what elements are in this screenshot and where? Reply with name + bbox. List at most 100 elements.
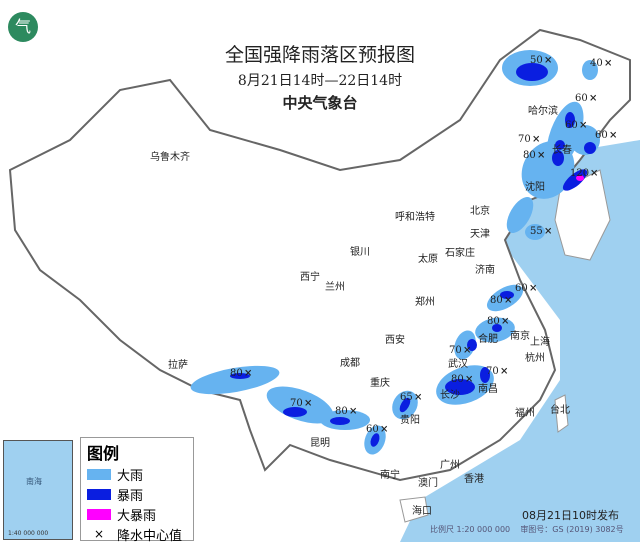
city-label: 南京 <box>510 331 530 342</box>
swatch <box>87 468 111 480</box>
city-label: 西宁 <box>300 272 320 283</box>
inset-scale: 1:40 000 000 <box>8 530 49 537</box>
x-mark-icon: × <box>349 406 358 417</box>
rain-area <box>230 373 250 379</box>
x-mark-icon: × <box>504 295 513 306</box>
x-mark-icon: × <box>529 283 538 294</box>
city-label: 太原 <box>418 254 438 265</box>
city-label: 上海 <box>530 337 550 348</box>
x-mark-icon: × <box>537 150 546 161</box>
x-mark-icon: × <box>590 168 599 179</box>
rain-area <box>266 386 334 424</box>
hainan <box>399 496 429 523</box>
city-label: 哈尔滨 <box>528 106 558 117</box>
rain-center-value: 55 <box>530 226 543 237</box>
rain-center-value: 80 <box>230 368 243 379</box>
x-mark-icon: × <box>609 130 618 141</box>
rain-area <box>582 60 598 80</box>
swatch <box>87 508 111 520</box>
rain-area <box>506 196 534 234</box>
legend-item-rainstorm: 暴雨 <box>87 484 193 504</box>
publish-time: 08月21日10时发布 <box>522 509 619 522</box>
city-label: 长春 <box>552 145 572 156</box>
city-label: 银川 <box>350 247 370 258</box>
legend-item-center: × 降水中心值 <box>87 524 193 544</box>
map-title: 全国强降雨落区预报图 <box>224 44 415 66</box>
rain-area <box>565 112 575 128</box>
rain-area <box>283 407 307 417</box>
legend-item-heavy-rainstorm: 大暴雨 <box>87 504 193 524</box>
rain-center-value: 60 <box>565 120 578 131</box>
city-label: 北京 <box>470 206 490 217</box>
forecast-period: 8月21日14时—22日14时 <box>237 73 403 89</box>
city-label: 成都 <box>340 358 360 369</box>
x-mark-icon: × <box>414 392 423 403</box>
rain-center-value: 70 <box>449 345 462 356</box>
city-label: 重庆 <box>370 378 390 389</box>
city-label: 贵阳 <box>400 415 420 426</box>
city-label: 济南 <box>475 265 495 276</box>
x-mark-icon: × <box>304 398 313 409</box>
city-label: 南宁 <box>380 470 400 481</box>
scale-bar: 比例尺 1:20 000 000 审图号：GS (2019) 3082号 <box>430 524 624 535</box>
rain-center-value: 60 <box>595 130 608 141</box>
inset-label: 南海 <box>26 477 42 486</box>
rain-center-value: 60 <box>366 424 379 435</box>
rain-center-value: 70 <box>486 366 499 377</box>
rain-area <box>454 330 476 360</box>
city-label: 香港 <box>464 474 484 485</box>
city-label: 长沙 <box>440 390 460 401</box>
city-label: 福州 <box>515 408 535 419</box>
x-mark-icon: × <box>589 93 598 104</box>
rain-center-value: 70 <box>518 134 531 145</box>
rain-area <box>330 417 350 425</box>
city-label: 海口 <box>412 506 432 517</box>
rain-area <box>399 397 411 413</box>
rain-center-value: 60 <box>575 93 588 104</box>
legend-label: 大暴雨 <box>117 508 157 524</box>
rain-center-value: 60 <box>515 283 528 294</box>
x-mark-icon: × <box>579 120 588 131</box>
x-mark-icon: × <box>500 366 509 377</box>
rain-area <box>552 150 564 166</box>
rain-area <box>445 379 475 395</box>
taiwan <box>554 394 569 433</box>
x-mark-icon: × <box>244 368 253 379</box>
city-label: 乌鲁木齐 <box>150 152 190 163</box>
map-number: 审图号：GS (2019) 3082号 <box>520 525 624 534</box>
x-mark-icon: × <box>501 316 510 327</box>
city-label: 沈阳 <box>525 182 545 193</box>
city-label: 石家庄 <box>445 248 475 259</box>
city-label: 台北 <box>550 405 570 416</box>
city-label: 昆明 <box>310 438 330 449</box>
rain-center-value: 80 <box>451 374 464 385</box>
city-label: 西安 <box>385 335 405 346</box>
x-mark-icon: × <box>380 424 389 435</box>
x-mark-icon: × <box>463 345 472 356</box>
rain-center-value: 80 <box>335 406 348 417</box>
rain-area <box>576 175 584 181</box>
rain-area <box>467 339 477 351</box>
legend-item-heavy-rain: 大雨 <box>87 464 193 484</box>
rain-center-value: 70 <box>290 398 303 409</box>
cma-logo: 气 <box>8 12 38 42</box>
city-label: 呼和浩特 <box>395 212 435 223</box>
rain-area <box>480 367 490 383</box>
korea-peninsula <box>554 169 611 261</box>
city-label: 合肥 <box>478 334 498 345</box>
swatch <box>87 488 111 500</box>
x-mark-icon: × <box>93 526 105 541</box>
rain-center-value: 50 <box>530 55 543 66</box>
city-label: 广州 <box>440 460 460 471</box>
rain-center-value: 80 <box>490 295 503 306</box>
rain-area <box>500 291 514 299</box>
rain-area <box>555 140 565 150</box>
rain-area <box>584 142 596 154</box>
issuer: 中央气象台 <box>282 94 358 112</box>
x-mark-icon: × <box>465 374 474 385</box>
legend-label: 大雨 <box>117 468 144 484</box>
rain-center-value: 40 <box>590 58 603 69</box>
city-label: 杭州 <box>525 353 545 364</box>
rain-area <box>190 365 280 395</box>
city-label: 郑州 <box>415 297 435 308</box>
